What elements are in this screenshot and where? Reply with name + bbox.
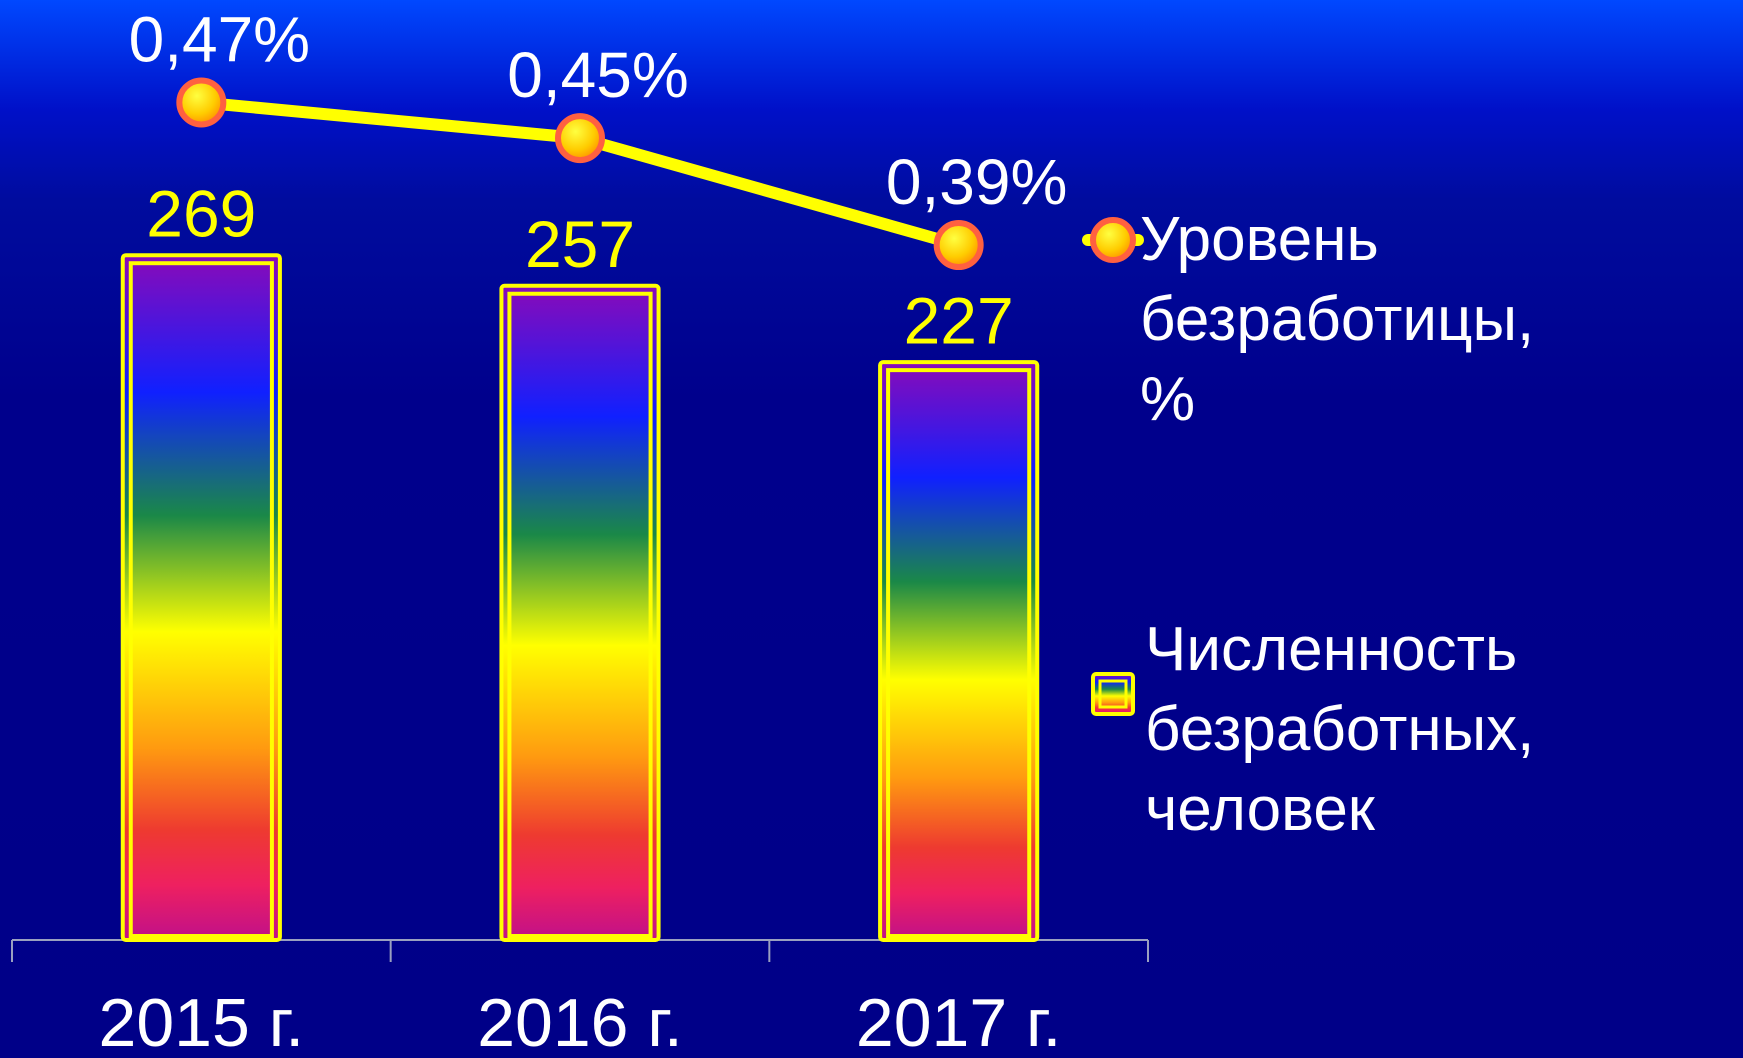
data-label: 227 [904,284,1014,358]
data-label: 269 [146,177,256,251]
line-marker [176,77,227,128]
data-label: 0,39% [886,146,1067,218]
data-label: 0,47% [129,3,310,75]
data-label: 257 [525,207,635,281]
x-tick-label: 2015 г. [99,985,305,1058]
legend-swatch [1091,672,1135,716]
bar-inner-border [507,291,653,939]
bar [499,283,661,943]
bar-inner-border [886,368,1032,938]
legend-marker [1090,217,1136,263]
bar [878,360,1040,942]
legend-label: Численность безработных, человек [1145,615,1535,844]
line-marker [933,220,984,271]
bar-inner-border [128,261,274,938]
data-label: 0,45% [507,39,688,111]
bar [120,253,282,942]
x-tick-label: 2017 г. [856,985,1062,1058]
line-marker [555,113,605,164]
legend-swatch-inner [1098,679,1128,709]
x-tick-label: 2016 г. [477,985,683,1058]
legend-label: Уровень безработицы, % [1140,205,1535,434]
